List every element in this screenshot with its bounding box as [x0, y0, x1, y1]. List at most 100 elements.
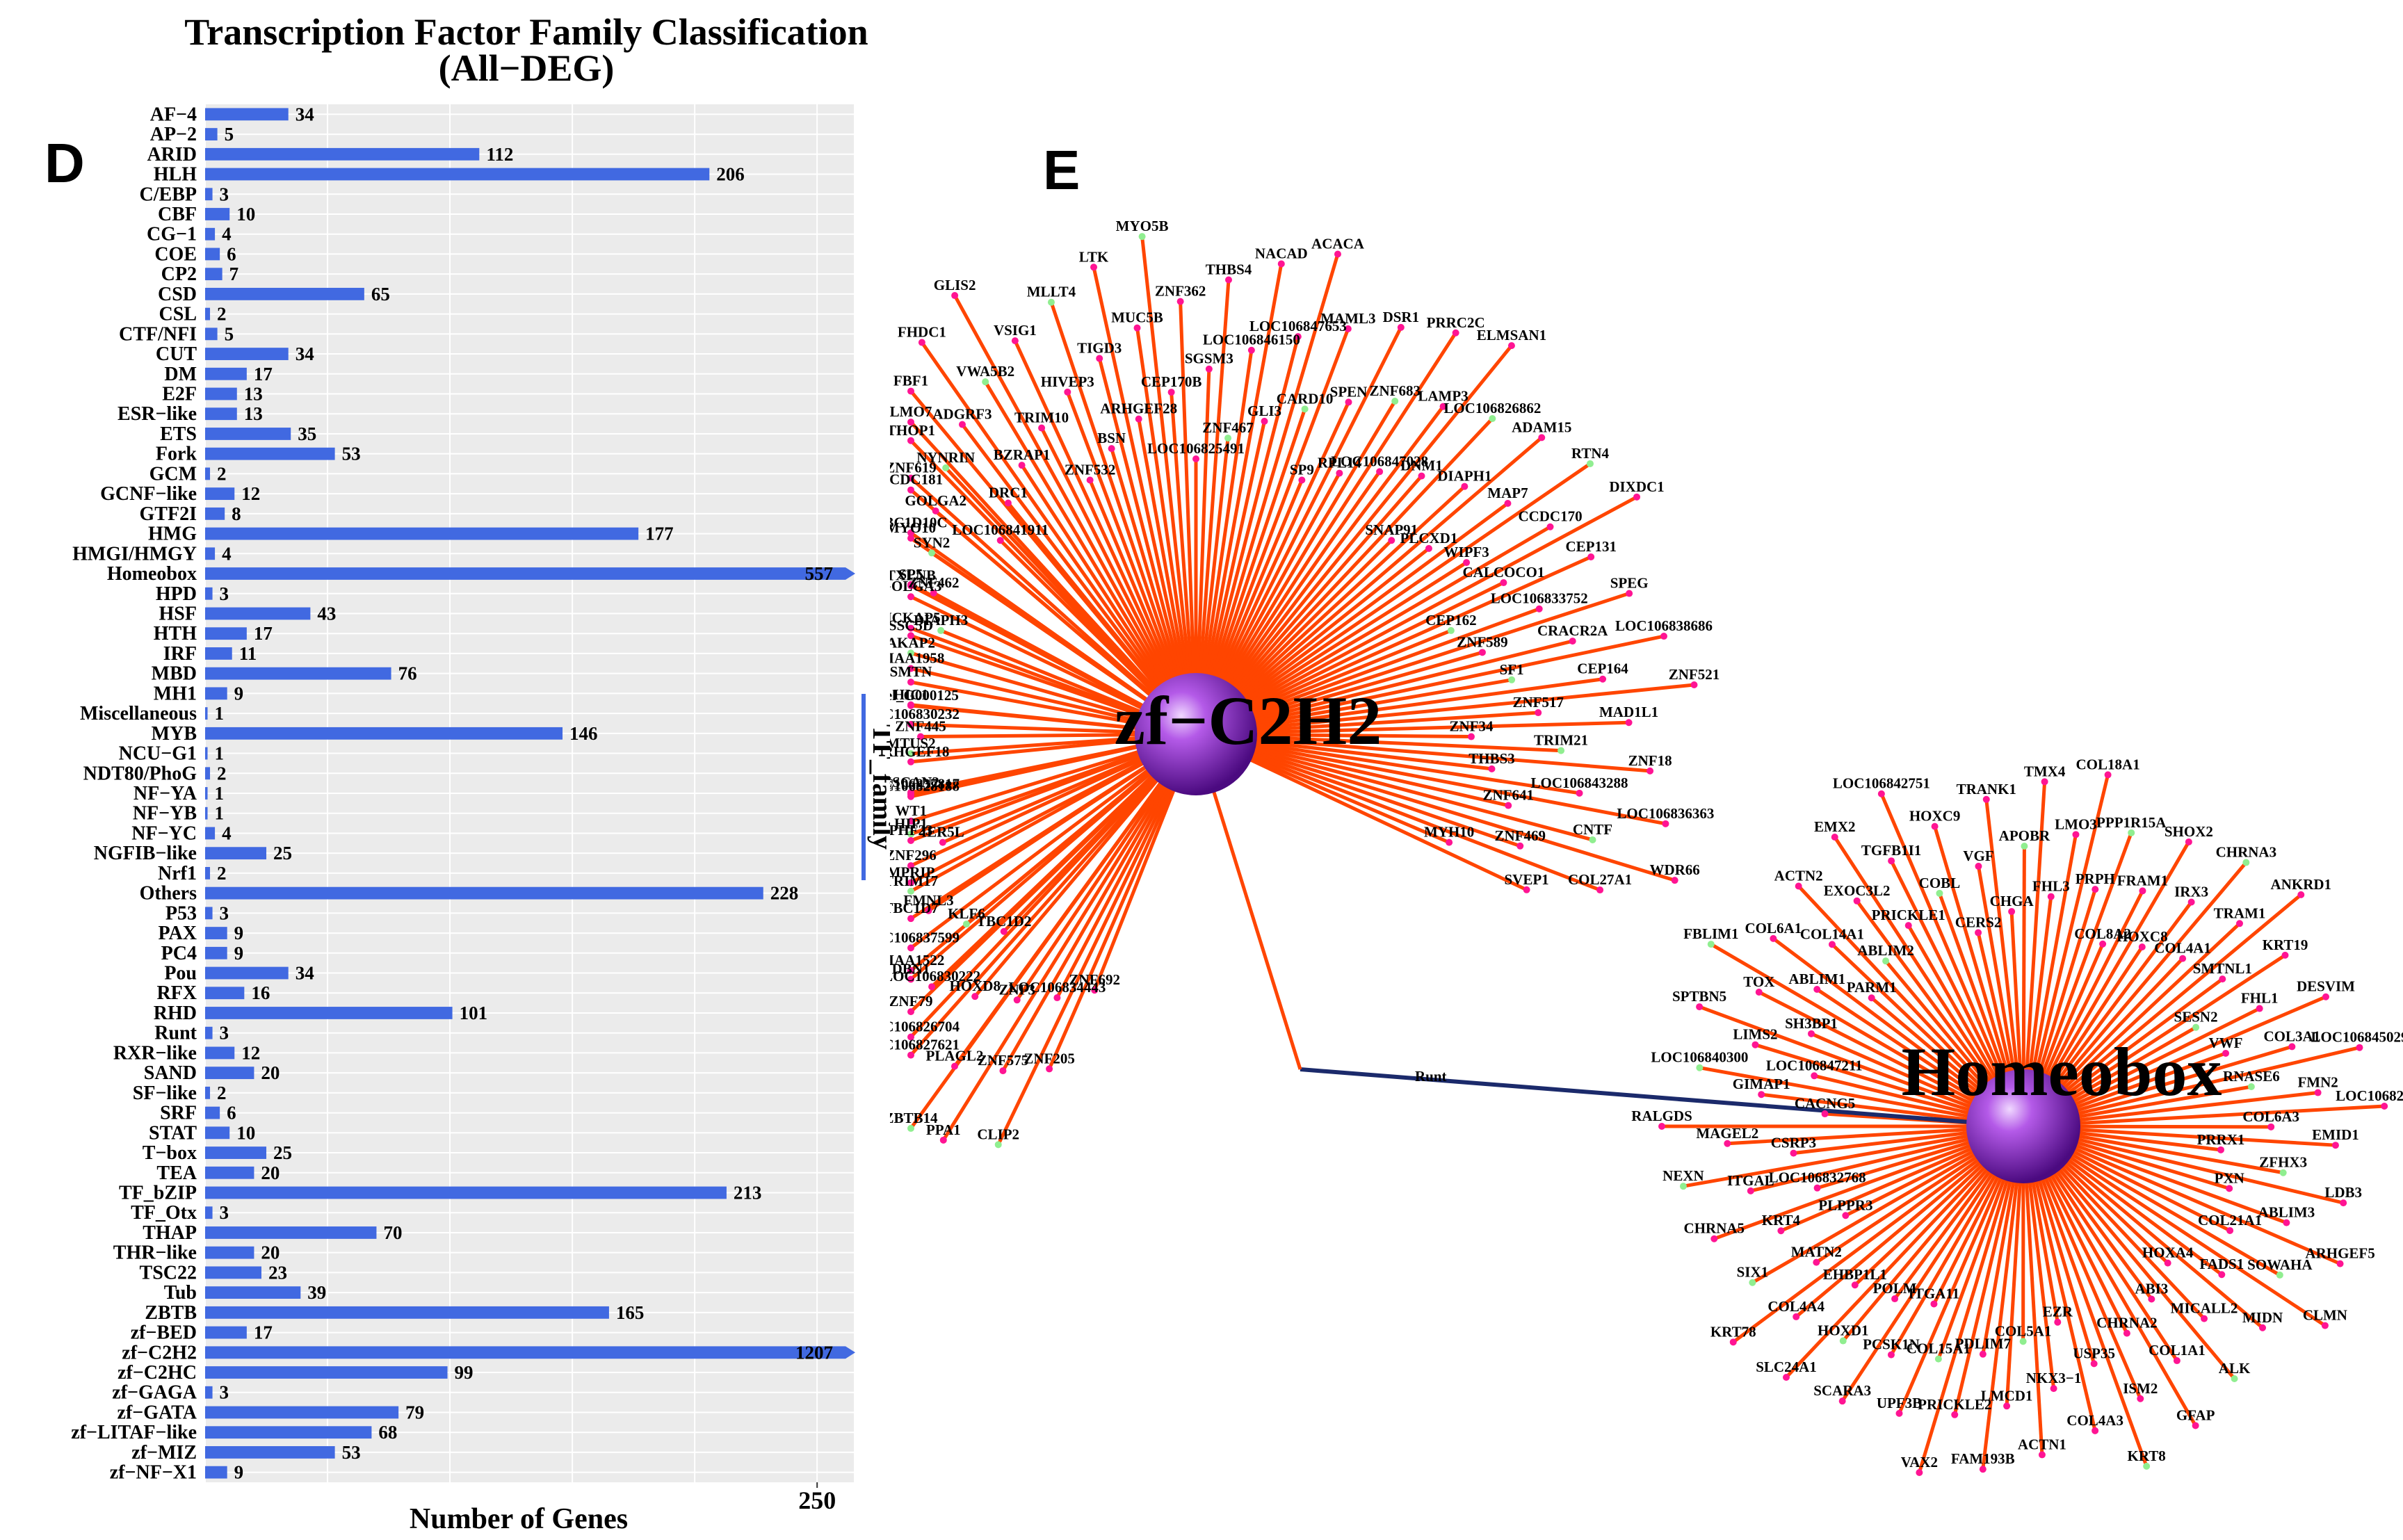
gene-node [2019, 1338, 2027, 1345]
edge-zf-rtn4 [1195, 462, 1592, 736]
gene-node [1828, 941, 1836, 948]
edge-zf-muc5b [1135, 327, 1198, 735]
gene-node [1011, 337, 1019, 345]
bar-sand [205, 1067, 254, 1080]
bar-arid [205, 147, 480, 161]
gene-node [1224, 435, 1232, 442]
gene-label: LOC106847028 [1331, 453, 1428, 469]
gene-node [1138, 233, 1146, 241]
edge-zf-znf18 [1195, 732, 1651, 773]
gene-label: CLIP2 [977, 1126, 1019, 1142]
gene-node [1336, 469, 1343, 477]
gene-label: TRAM1 [2214, 905, 2266, 921]
value-label: 34 [296, 104, 314, 124]
gene-node [2143, 1462, 2151, 1470]
gene-node [907, 665, 914, 672]
gene-label: BZRAP1 [994, 446, 1051, 463]
gene-label: SF1 [1500, 661, 1524, 678]
category-label: SRF [160, 1103, 197, 1124]
category-label: Homeobox [107, 563, 197, 585]
gene-node [907, 975, 914, 983]
gene-label: ITGAL [1727, 1172, 1774, 1189]
gene-node [1888, 857, 1895, 865]
gene-node [2281, 951, 2289, 959]
bar-zf-gata [205, 1406, 399, 1419]
edge-homeobox-gfap [2021, 1125, 2197, 1427]
category-label: NCU−G1 [119, 743, 197, 765]
category-label: CG−1 [147, 224, 197, 245]
gene-label: KIAA1522 [890, 952, 944, 968]
edge-zf-speg [1195, 592, 1630, 736]
value-label: 12 [241, 1042, 260, 1063]
gene-node [907, 967, 914, 975]
gene-node [1625, 719, 1633, 727]
gene-label: PLPPR3 [1818, 1197, 1872, 1213]
gene-node [1599, 675, 1607, 683]
gene-node [1086, 476, 1094, 484]
gene-label: CCDC170 [1518, 508, 1582, 525]
edge-homeobox-fam193b [1981, 1126, 2025, 1470]
gene-label: LOC106832768 [1769, 1169, 1866, 1186]
gene-label: FAM193B [1951, 1450, 2015, 1467]
gene-label: NEXN [1662, 1167, 1704, 1184]
gene-label: HOXC8 [2117, 928, 2168, 945]
gene-label: ZNF692 [1069, 971, 1120, 988]
panel-letter-e: E [1043, 139, 1080, 201]
gene-node [1882, 957, 1890, 965]
category-label: T−box [143, 1142, 197, 1164]
gene-label: TBC1D10C [890, 514, 948, 530]
category-label: NF−YC [131, 822, 197, 844]
gene-node [907, 593, 914, 601]
category-label: GTF2I [140, 503, 197, 525]
gene-label: HOXD8 [949, 978, 1001, 994]
gene-label: KIAA1958 [890, 650, 944, 667]
gene-label: COL8A2 [2074, 925, 2131, 942]
gene-node [907, 649, 914, 657]
gene-node [907, 887, 914, 895]
gene-node [1225, 276, 1233, 284]
gene-node [2218, 1271, 2226, 1279]
gene-label: ZNF462 [908, 574, 960, 591]
category-label: CTF/NFI [119, 323, 197, 345]
gene-node [2381, 1103, 2388, 1110]
gene-label: PPA1 [926, 1121, 961, 1138]
bar-dm [205, 367, 247, 380]
gene-label: ZSCAN2 [890, 774, 939, 791]
gene-node [2139, 887, 2146, 895]
gene-node [907, 915, 914, 923]
gene-node [918, 339, 925, 346]
gene-node [925, 907, 932, 914]
gene-label: MIDN [2242, 1309, 2283, 1326]
bar-zf-litaf-like [205, 1426, 372, 1439]
gene-label: ABLIM3 [2258, 1204, 2315, 1221]
gene-label: LMO7 [890, 403, 932, 420]
value-label: 9 [234, 1462, 244, 1483]
gene-node [2104, 771, 2112, 779]
gene-node [1951, 1411, 1959, 1418]
gene-label: LOC106840300 [1651, 1049, 1748, 1066]
value-label: 99 [455, 1362, 474, 1383]
gene-label: ALK [2219, 1360, 2251, 1377]
bar-tf-bzip [205, 1186, 727, 1199]
gene-label: MYO10 [890, 519, 936, 536]
gene-label: DIAPH3 [914, 612, 968, 629]
bar-zf-miz [205, 1446, 335, 1459]
gene-label: TRIM17 [890, 873, 938, 889]
edge-zf-myo5b [1140, 236, 1198, 735]
gene-label: CEP162 [1425, 612, 1477, 629]
category-label: ESR−like [118, 403, 197, 425]
gene-label: RTN4 [1571, 445, 1610, 462]
category-label: Runt [154, 1023, 197, 1044]
edge-bridge [1300, 1067, 2024, 1128]
edge-zf-col27a1 [1195, 732, 1601, 892]
value-label: 146 [569, 723, 598, 744]
gene-node [1576, 789, 1583, 797]
gene-label: TBC1D2 [976, 913, 1031, 930]
gene-node [1523, 886, 1530, 893]
gene-node [958, 421, 966, 428]
gene-node [2041, 778, 2048, 786]
edge-zf-loc106843288 [1195, 732, 1580, 795]
gene-node [2219, 975, 2226, 983]
gene-node [1777, 1227, 1785, 1235]
gene-label: SP5 [898, 566, 923, 583]
